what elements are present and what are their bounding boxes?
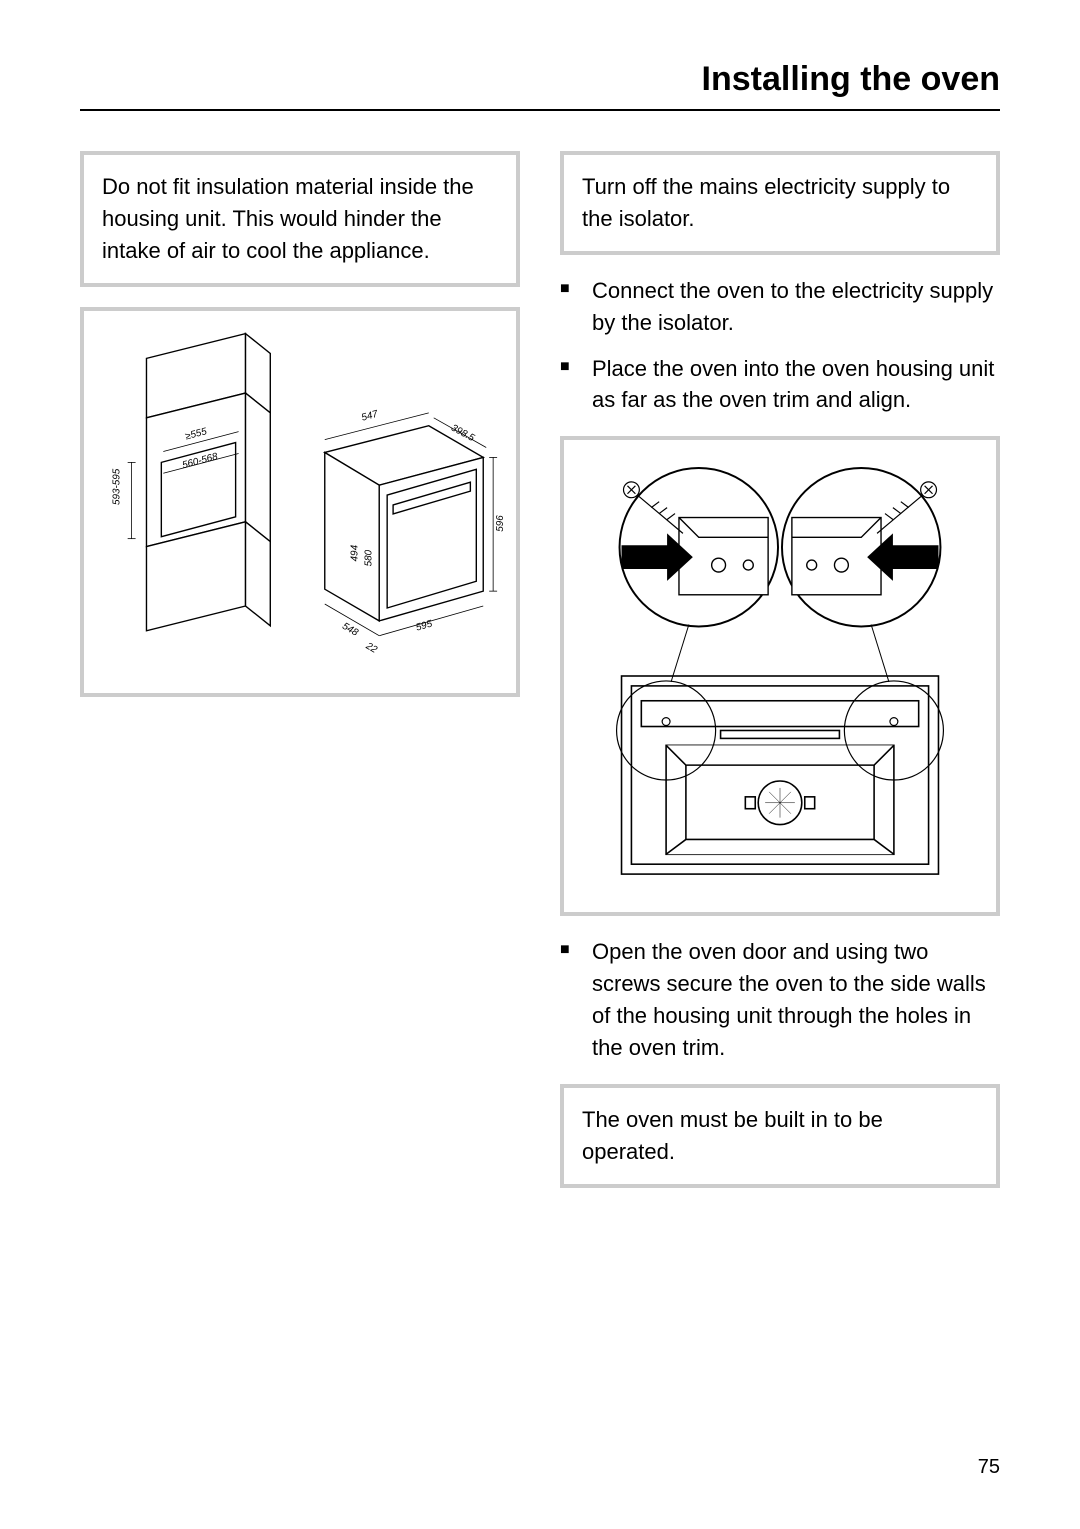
figure-screws <box>560 436 1000 916</box>
warning-callout-insulation: Do not fit insulation material inside th… <box>80 151 520 287</box>
step-secure-screws: Open the oven door and using two screws … <box>560 936 1000 1064</box>
content-columns: Do not fit insulation material inside th… <box>80 151 1000 1208</box>
page-number: 75 <box>978 1456 1000 1479</box>
steps-list-2: Open the oven door and using two screws … <box>560 936 1000 1064</box>
svg-text:596: 596 <box>495 514 506 531</box>
svg-text:595: 595 <box>415 618 434 633</box>
left-column: Do not fit insulation material inside th… <box>80 151 520 1208</box>
right-column: Turn off the mains electricity supply to… <box>560 151 1000 1208</box>
page-title: Installing the oven <box>80 60 1000 99</box>
figure-dimensions: 593-595 ≥555 560-568 <box>80 307 520 697</box>
screw-diagram-svg <box>572 446 988 906</box>
steps-list-1: Connect the oven to the electricity supp… <box>560 275 1000 417</box>
note-callout-builtin: The oven must be built in to be operated… <box>560 1084 1000 1188</box>
step-connect-electricity: Connect the oven to the electricity supp… <box>560 275 1000 339</box>
svg-text:593-595: 593-595 <box>112 468 123 505</box>
svg-text:494: 494 <box>349 544 360 561</box>
svg-text:547: 547 <box>360 408 379 423</box>
page: Installing the oven Do not fit insulatio… <box>0 0 1080 1529</box>
svg-text:580: 580 <box>363 549 374 566</box>
step-place-oven: Place the oven into the oven housing uni… <box>560 353 1000 417</box>
header-rule <box>80 109 1000 111</box>
warning-callout-mains: Turn off the mains electricity supply to… <box>560 151 1000 255</box>
svg-text:22: 22 <box>363 640 379 656</box>
svg-text:548: 548 <box>340 621 360 639</box>
dimensions-diagram-svg: 593-595 ≥555 560-568 <box>92 317 508 687</box>
